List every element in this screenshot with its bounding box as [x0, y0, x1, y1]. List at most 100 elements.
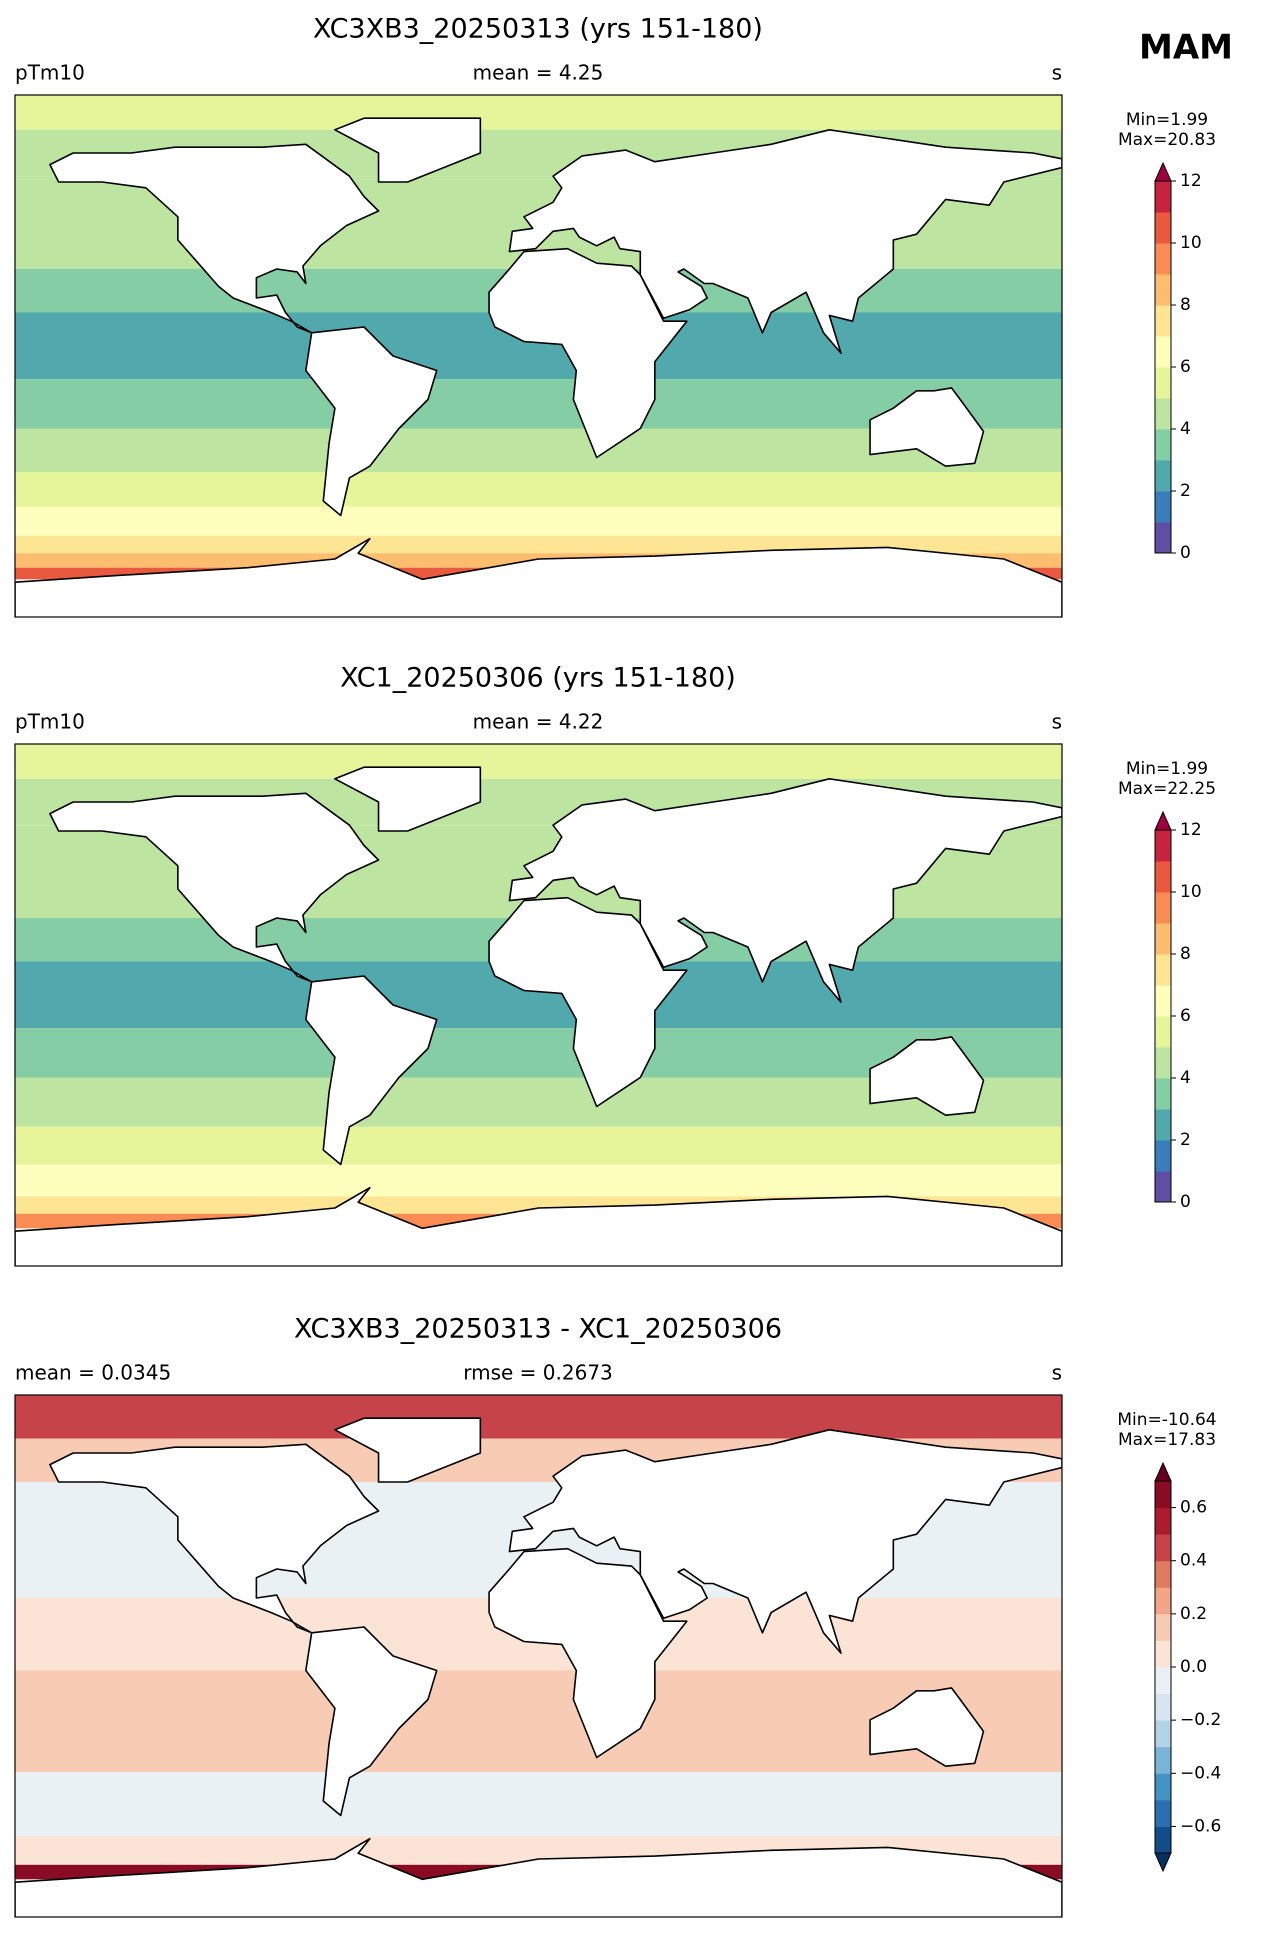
colorbar-segment: [1155, 1507, 1171, 1535]
panel-title: XC3XB3_20250313 - XC1_20250306: [294, 1314, 782, 1345]
season-label: MAM: [1139, 28, 1233, 68]
colorbar-extend-min: [1154, 1852, 1172, 1873]
colorbar-tick-label: 12: [1180, 820, 1202, 840]
land: [15, 537, 1062, 617]
stat-max: Max=20.83: [1118, 130, 1216, 150]
colorbar-tick-label: 4: [1180, 1068, 1191, 1088]
colorbar-segment: [1155, 212, 1171, 244]
center-label: mean = 4.22: [473, 710, 604, 734]
land: [49, 143, 380, 334]
land: [488, 247, 688, 459]
right-label: s: [1052, 710, 1062, 734]
map-frame: [14, 743, 1063, 1267]
right-label: s: [1052, 1361, 1062, 1385]
colorbar-segment: [1155, 181, 1171, 213]
colorbar-segment: [1155, 830, 1171, 862]
colorbar-segment: [1155, 1560, 1171, 1588]
colorbar-tick-label: 6: [1180, 1006, 1191, 1026]
land: [869, 1687, 985, 1767]
land: [305, 326, 438, 517]
colorbar-tick-label: −0.6: [1180, 1816, 1221, 1836]
colorbar-segment: [1155, 923, 1171, 955]
land: [334, 1417, 482, 1483]
colorbar-tick-label: −0.4: [1180, 1763, 1221, 1783]
colorbar-segment: [1155, 1667, 1171, 1695]
colorbar-tick-label: 10: [1180, 882, 1202, 902]
colorbar-tick-label: 6: [1180, 357, 1191, 377]
right-label: s: [1052, 61, 1062, 85]
colorbar-segment: [1155, 861, 1171, 893]
center-label: rmse = 0.2673: [463, 1361, 613, 1385]
ocean-field: [15, 95, 1062, 130]
land: [508, 129, 1062, 354]
colorbar-tick-label: 4: [1180, 419, 1191, 439]
colorbar-tick-label: 8: [1180, 295, 1191, 315]
colorbar-segment: [1155, 305, 1171, 337]
land: [49, 1443, 380, 1634]
colorbar-segment: [1155, 892, 1171, 924]
colorbar-segment: [1155, 1799, 1171, 1827]
colorbar-segment: [1155, 367, 1171, 399]
colorbar-tick-label: 0.2: [1180, 1604, 1207, 1624]
land: [488, 1547, 688, 1759]
colorbar-tick-label: 0.6: [1180, 1498, 1207, 1518]
colorbar-segment: [1155, 398, 1171, 430]
panel-title: XC3XB3_20250313 (yrs 151-180): [313, 14, 763, 45]
ocean-field: [15, 506, 1062, 536]
colorbar-tick-label: −0.2: [1180, 1710, 1221, 1730]
colorbar-tick-label: 0: [1180, 1192, 1191, 1212]
ocean-field: [15, 744, 1062, 779]
colorbar-segment: [1155, 1171, 1171, 1203]
stat-max: Max=22.25: [1118, 779, 1216, 799]
land: [334, 766, 482, 832]
colorbar-tick-label: 2: [1180, 1130, 1191, 1150]
land: [488, 896, 688, 1108]
colorbar-tick-label: 12: [1180, 171, 1202, 191]
stat-max: Max=17.83: [1118, 1430, 1216, 1450]
center-label: mean = 4.25: [473, 61, 604, 85]
colorbar-segment: [1155, 1773, 1171, 1801]
colorbar-segment: [1155, 1109, 1171, 1141]
colorbar-segment: [1155, 1693, 1171, 1721]
land: [15, 1837, 1062, 1917]
colorbar-segment: [1155, 429, 1171, 461]
colorbar-tick-label: 0.4: [1180, 1551, 1207, 1571]
ocean-field: [15, 472, 1062, 507]
colorbar-extend-max: [1154, 810, 1172, 831]
colorbar-segment: [1155, 1640, 1171, 1668]
colorbar-segment: [1155, 1746, 1171, 1774]
ocean-field: [15, 1395, 1062, 1439]
ocean-field: [15, 1772, 1062, 1836]
land: [508, 1429, 1062, 1654]
colorbar-segment: [1155, 460, 1171, 492]
colorbar-tick-label: 0: [1180, 543, 1191, 563]
land: [305, 1626, 438, 1817]
land: [869, 387, 985, 468]
ocean-field: [15, 1126, 1062, 1165]
map-frame: [14, 94, 1063, 618]
land: [508, 777, 1062, 1003]
land: [305, 975, 438, 1166]
colorbar-segment: [1155, 1720, 1171, 1748]
colorbar-tick-label: 2: [1180, 481, 1191, 501]
colorbar-segment: [1155, 1587, 1171, 1615]
colorbar-segment: [1155, 243, 1171, 275]
colorbar-segment: [1155, 1481, 1171, 1509]
left-label: pTm10: [15, 710, 85, 734]
map: [15, 1395, 1062, 1917]
colorbar-segment: [1155, 336, 1171, 368]
colorbar-segment: [1155, 274, 1171, 306]
colorbar-segment: [1155, 491, 1171, 523]
colorbar-segment: [1155, 1078, 1171, 1110]
colorbar-segment: [1155, 1140, 1171, 1172]
colorbar-segment: [1155, 1826, 1171, 1854]
left-label: pTm10: [15, 61, 85, 85]
colorbar-segment: [1155, 1534, 1171, 1562]
colorbar-tick-label: 10: [1180, 233, 1202, 253]
colorbar-tick-label: 8: [1180, 944, 1191, 964]
stat-min: Min=1.99: [1126, 759, 1208, 779]
colorbar-segment: [1155, 985, 1171, 1017]
colorbar-segment: [1155, 1016, 1171, 1048]
map-frame: [14, 1394, 1063, 1918]
